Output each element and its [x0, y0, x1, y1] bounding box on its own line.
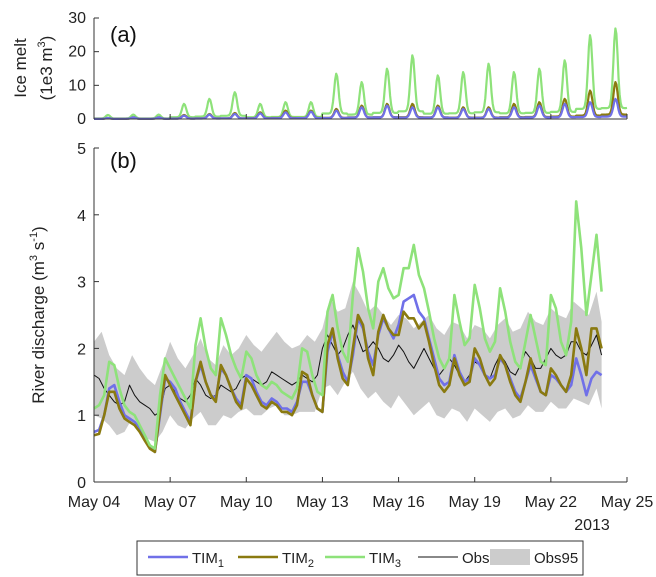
panel-a-ylabel-line1: Ice melt	[11, 38, 30, 98]
panel-b-ytick-label: 0	[77, 475, 86, 492]
panel-b-xtick-label: May 07	[144, 494, 197, 511]
panel-a-series-tim3	[94, 27, 628, 120]
panel-a-series-tim1	[94, 97, 627, 120]
panel-a-ytick-label: 10	[68, 77, 86, 94]
legend-label-base: TIM	[369, 550, 395, 567]
panel-b-ylabel-end: )	[29, 226, 48, 232]
panel-a: 0 10 20 30 (a) Ice melt (1e3 m3)	[11, 10, 628, 128]
panel-b-y-ticks: 0 1 2 3 4 5	[77, 141, 99, 492]
panel-b-ytick-label: 3	[77, 275, 86, 292]
panel-b-ytick-label: 2	[77, 341, 86, 358]
panel-b-label: (b)	[110, 148, 137, 173]
panel-a-label: (a)	[110, 22, 137, 47]
legend-swatch-obs95	[490, 549, 530, 565]
legend-label-base: Obs95	[534, 550, 578, 567]
panel-b-xtick-label: May 16	[372, 494, 425, 511]
x-axis-year-label: 2013	[574, 517, 610, 534]
panel-b-ytick-label: 4	[77, 208, 86, 225]
panel-a-ylabel-line2: (1e3 m3)	[36, 36, 56, 101]
panel-b-ytick-label: 1	[77, 408, 86, 425]
panel-a-plot-area	[94, 18, 627, 119]
legend-label-tim2: TIM2	[282, 550, 314, 570]
panel-b-ylabel-base: River discharge (m	[29, 261, 48, 404]
legend-label-base: TIM	[282, 550, 308, 567]
panel-a-ytick-label: 0	[77, 111, 86, 128]
panel-b-xtick-label: May 19	[448, 494, 501, 511]
panel-b-series-tim3	[93, 200, 603, 450]
panel-a-x-ticks	[93, 114, 628, 119]
legend-label-obs: Obs	[462, 550, 490, 567]
panel-b-xtick-label: May 25	[601, 494, 654, 511]
panel-b-xtick-label: May 04	[68, 494, 121, 511]
panel-b-xtick-label: May 22	[525, 494, 578, 511]
legend-label-tim1: TIM1	[192, 550, 224, 570]
panel-b-xtick-label: May 10	[220, 494, 273, 511]
panel-b-ylabel-sup1: 3	[28, 255, 40, 261]
legend-label-sub: 2	[308, 558, 314, 570]
panel-a-ytick-label: 20	[68, 44, 86, 61]
legend-label-sub: 3	[395, 558, 401, 570]
panel-b-ylabel-sup2: -1	[28, 232, 40, 242]
legend: TIM1 TIM2 TIM3 Obs Obs95	[136, 540, 584, 576]
panel-b-series-tim2	[93, 310, 603, 454]
legend-label-tim3: TIM3	[369, 550, 401, 570]
panel-a-ylabel-sup: 3	[36, 41, 48, 47]
panel-b-xtick-label: May 13	[296, 494, 349, 511]
legend-items: TIM1 TIM2 TIM3 Obs Obs95	[148, 549, 578, 570]
panel-b-ylabel: River discharge (m3 s-1)	[28, 226, 48, 403]
panel-b-series-group	[93, 200, 603, 454]
panel-a-ytick-label: 30	[68, 10, 86, 27]
panel-b-x-ticks: May 04 May 07 May 10 May 13 May 16 May 19 May …	[68, 477, 654, 511]
panel-a-ylabel-base: (1e3 m	[37, 47, 56, 100]
panel-a-ylabel-end: )	[37, 36, 56, 42]
panel-b-ylabel-mid: s	[29, 242, 48, 255]
panel-a-y-ticks: 0 10 20 30	[68, 10, 99, 128]
legend-label-sub: 1	[218, 558, 224, 570]
legend-label-base: Obs	[462, 550, 490, 567]
panel-a-series-group	[94, 27, 628, 120]
legend-label-base: TIM	[192, 550, 218, 567]
panel-b-ytick-label: 5	[77, 141, 86, 158]
legend-label-obs95: Obs95	[534, 550, 578, 567]
